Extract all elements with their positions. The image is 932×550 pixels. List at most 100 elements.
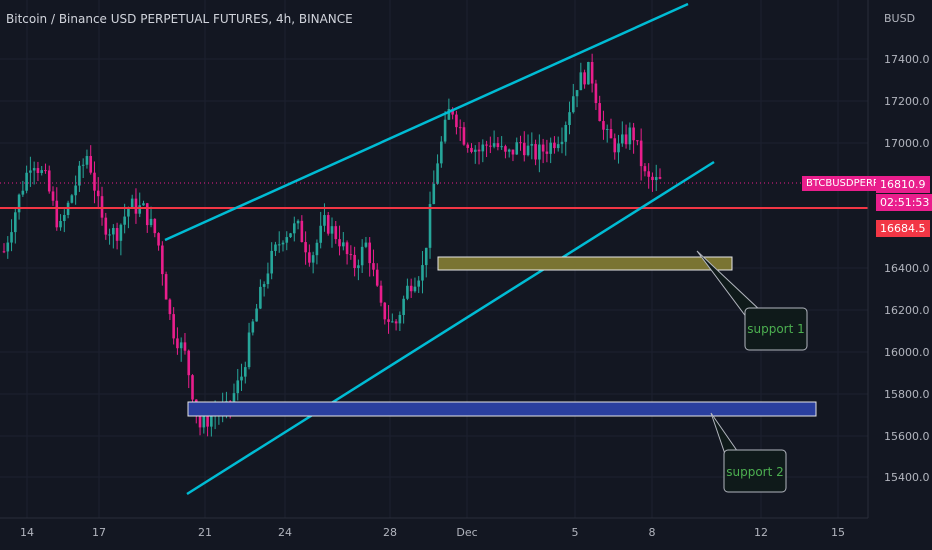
candle-body (74, 185, 77, 196)
candle-body (323, 215, 326, 226)
candle-body (477, 149, 481, 152)
x-tick-label: 5 (572, 526, 579, 539)
candle-body (243, 367, 247, 377)
candle-body (455, 114, 458, 128)
candle-body (500, 146, 503, 148)
candle-body (179, 342, 183, 349)
candle-body (330, 226, 334, 234)
candle-body (247, 332, 251, 368)
chart-title: Bitcoin / Binance USD PERPETUAL FUTURES,… (6, 12, 353, 26)
candle-body (25, 172, 28, 191)
candle-body (187, 350, 191, 376)
candle-body (210, 416, 213, 427)
candle-body (526, 145, 530, 156)
time-axis[interactable]: 14 17 21 24 28 Dec 5 8 12 15 (20, 526, 845, 539)
y-tick-label: 16400.0 (884, 262, 930, 275)
candle-body (281, 242, 285, 245)
candle-body (63, 214, 66, 221)
candle-body (372, 263, 375, 270)
last-price-tag: 16810.9 (876, 176, 930, 193)
candle-body (345, 242, 349, 255)
candle-body (289, 233, 292, 238)
candle-body (55, 200, 59, 228)
candle-body (40, 170, 44, 173)
candle-body (251, 321, 255, 333)
candle-body (379, 285, 383, 303)
candle-body (579, 72, 583, 91)
candle-body (428, 204, 432, 248)
candle-body (308, 252, 311, 263)
candle-body (492, 143, 496, 147)
x-tick-label: Dec (456, 526, 477, 539)
candle-body (14, 212, 17, 233)
candle-body (240, 376, 243, 381)
candle-body (553, 142, 556, 149)
candle-body (142, 203, 145, 206)
candle-body (112, 228, 115, 235)
candle-body (270, 250, 273, 274)
candle-body (255, 308, 258, 322)
candle-body (353, 254, 356, 269)
candle-body (436, 163, 439, 184)
candle-body (206, 415, 209, 427)
candle-body (515, 142, 519, 155)
candle-body (232, 393, 236, 405)
candle-body (602, 121, 605, 130)
callout-2-label: support 2 (726, 465, 784, 479)
candle-body (636, 140, 639, 142)
candle-body (519, 142, 522, 144)
candle-body (643, 166, 647, 172)
y-tick-label: 17400.0 (884, 53, 930, 66)
candle-body (458, 127, 462, 129)
candle-body (164, 274, 168, 300)
candle-body (511, 149, 515, 155)
candle-body (470, 147, 473, 152)
candle-body (300, 220, 304, 243)
candle-body (424, 247, 428, 266)
callout-1-box (744, 307, 808, 351)
candle-body (432, 183, 436, 205)
candle-body (2, 251, 6, 253)
drawings-layer: support 1 support 2 (0, 2, 868, 496)
candle-body (413, 286, 417, 292)
candle-body (285, 237, 289, 243)
candle-body (32, 168, 36, 171)
upper-trendline (164, 2, 689, 242)
candle-body (658, 177, 662, 179)
candle-body (78, 165, 81, 186)
candle-body (387, 319, 390, 322)
candle-body (319, 225, 322, 243)
candle-body (130, 198, 134, 209)
candle-body (364, 242, 368, 247)
candle-body (613, 138, 617, 153)
y-tick-label: 15400.0 (884, 471, 930, 484)
candle-body (609, 128, 613, 139)
y-tick-label: 15800.0 (884, 388, 930, 401)
candle-body (70, 195, 74, 203)
candle-body (639, 140, 643, 167)
candle-body (605, 128, 609, 130)
candle-body (138, 205, 142, 214)
candle-body (391, 321, 394, 323)
candle-body (29, 170, 32, 173)
candle-body (315, 242, 319, 256)
candle-body (342, 242, 345, 247)
candle-body (259, 286, 262, 309)
countdown-tag: 02:51:53 (876, 194, 932, 211)
candle-body (632, 127, 635, 141)
candle-body (115, 228, 119, 241)
candle-body (394, 321, 398, 324)
candle-body (417, 280, 421, 287)
candle-body (349, 254, 353, 256)
candle-body (466, 144, 470, 148)
candle-body (624, 134, 628, 145)
price-axis[interactable]: 17400.0 17200.0 17000.0 16400.0 16200.0 16000… (884, 12, 930, 484)
lower-trendline (186, 160, 715, 496)
candle-body (149, 218, 153, 226)
candle-body (583, 72, 586, 85)
currency-label: BUSD (884, 12, 915, 25)
candle-body (21, 190, 25, 195)
candle-body (96, 190, 100, 197)
candle-body (375, 269, 379, 286)
